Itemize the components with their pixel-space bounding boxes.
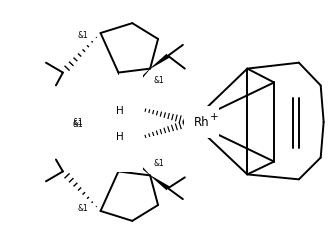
Polygon shape: [116, 145, 121, 172]
Text: &1: &1: [73, 119, 84, 127]
Polygon shape: [94, 103, 118, 118]
Text: &1: &1: [78, 204, 89, 214]
Text: &1: &1: [78, 30, 89, 40]
Text: &1: &1: [153, 159, 164, 168]
Text: P: P: [115, 138, 122, 151]
Text: P: P: [115, 97, 122, 110]
Polygon shape: [116, 72, 121, 103]
Polygon shape: [116, 143, 150, 176]
Text: Rh: Rh: [194, 115, 209, 129]
Text: H: H: [115, 132, 123, 142]
Text: &1: &1: [153, 76, 164, 85]
Text: &1: &1: [73, 121, 84, 130]
Polygon shape: [116, 69, 150, 105]
Polygon shape: [94, 130, 118, 145]
Polygon shape: [150, 54, 169, 69]
Text: +: +: [210, 112, 218, 122]
Polygon shape: [150, 175, 169, 190]
Text: H: H: [115, 106, 123, 116]
